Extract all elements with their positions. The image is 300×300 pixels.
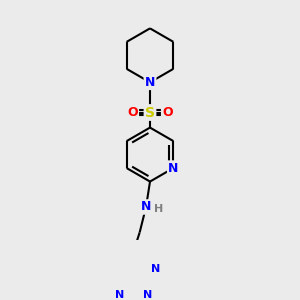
- Text: O: O: [162, 106, 173, 119]
- Text: N: N: [141, 200, 151, 214]
- Text: N: N: [152, 264, 160, 274]
- Text: N: N: [143, 290, 152, 300]
- Text: O: O: [127, 106, 138, 119]
- Text: N: N: [168, 162, 178, 175]
- Text: N: N: [115, 290, 124, 300]
- Text: N: N: [145, 76, 155, 89]
- Text: H: H: [154, 203, 164, 214]
- Text: S: S: [145, 106, 155, 119]
